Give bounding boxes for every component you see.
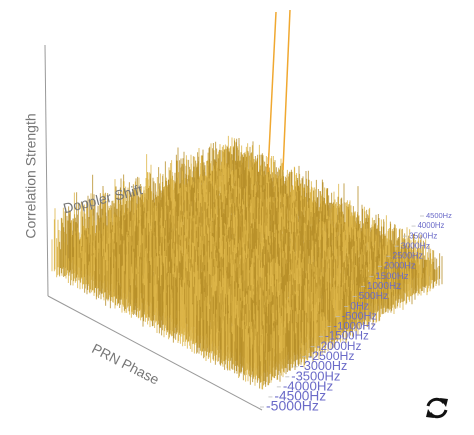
peak [267, 11, 277, 173]
y-tick-label: 2500Hz [392, 251, 423, 261]
y-tick-label: 4500Hz [426, 211, 452, 220]
y-tick-label: -1500Hz [325, 330, 369, 343]
reload-button[interactable] [426, 397, 448, 419]
y-tick-label: -4500Hz [274, 389, 326, 404]
y-tick-label: 2000Hz [384, 261, 416, 271]
y-tick-label: 500Hz [359, 291, 388, 302]
y-tick-label: 3000Hz [401, 240, 430, 250]
y-ticks: -5000Hz-4500Hz-4000Hz-3500Hz-3000Hz-2500… [260, 211, 452, 414]
x-axis-title: PRN Phase [89, 340, 162, 388]
y-tick-label: -2000Hz [317, 339, 362, 353]
z-axis-title: Correlation Strength [23, 113, 39, 238]
surface-row [51, 219, 263, 390]
peak [282, 9, 291, 171]
y-tick-label: -5000Hz [266, 398, 319, 414]
surface-row [59, 222, 266, 385]
y-tick-label: -3000Hz [300, 359, 348, 373]
y-tick-label: 4000Hz [418, 221, 445, 230]
y-tick-label: -4000Hz [283, 378, 333, 393]
surface-layer [51, 135, 443, 390]
y-tick-label: 1000Hz [367, 281, 401, 292]
z-axis [44, 44, 49, 297]
surface-row [59, 192, 269, 387]
surface-row [60, 217, 261, 389]
y-tick-label: -3500Hz [291, 368, 340, 383]
x-axis [47, 295, 263, 411]
surface-row [57, 192, 262, 382]
reload-arrow [440, 398, 448, 407]
reload-arrow [426, 409, 434, 418]
y-tick-label: 3500Hz [409, 231, 437, 240]
y-tick-label: -2500Hz [308, 349, 354, 363]
y-tick-label: 0Hz [350, 300, 369, 312]
surface-row [54, 208, 264, 390]
y-tick-label: -500Hz [342, 310, 377, 322]
y-tick-label: 1500Hz [375, 271, 408, 282]
y-tick-label: -1000Hz [333, 321, 376, 333]
